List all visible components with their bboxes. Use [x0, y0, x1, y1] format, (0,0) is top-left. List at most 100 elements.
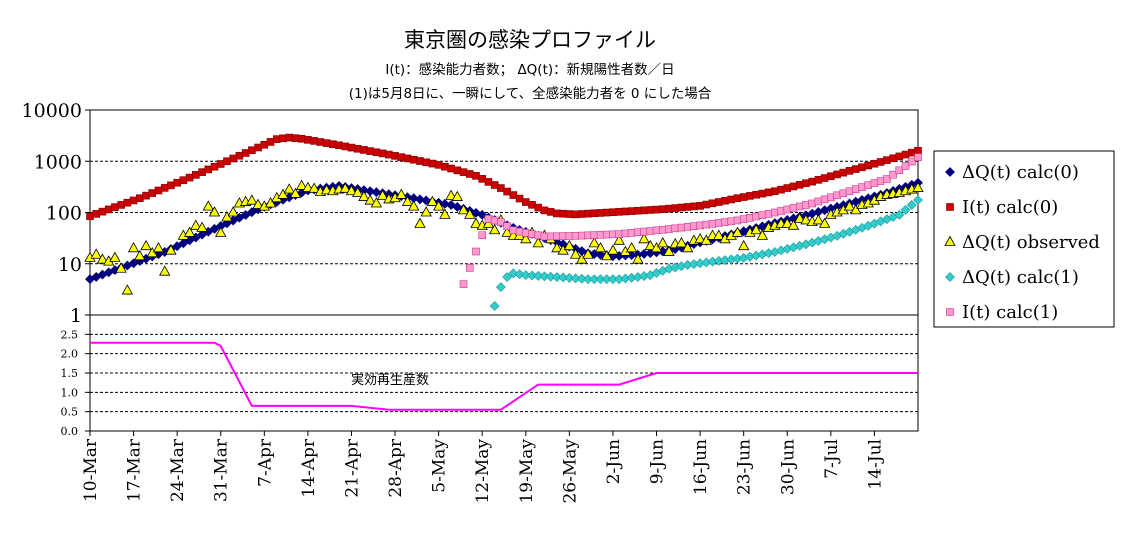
legend-label: I(t) calc(0)	[962, 197, 1058, 218]
legend-marker	[945, 167, 955, 177]
y-tick-label-lower: 1.0	[61, 386, 79, 399]
point--q-t-observed	[408, 200, 420, 211]
legend-marker	[946, 308, 954, 316]
point--q-t-observed	[283, 183, 295, 194]
point--q-t-observed	[464, 208, 476, 219]
point-i-t-calc-1-	[472, 247, 480, 256]
point--q-t-observed	[850, 204, 862, 215]
series-layer	[84, 133, 924, 411]
x-tick-label: 7-Jul	[822, 439, 842, 479]
legend: ΔQ(t) calc(0) I(t) calc(0) ΔQ(t) observed Δ…	[933, 150, 1115, 328]
point--q-t-observed	[370, 197, 383, 208]
point-i-t-calc-1-	[895, 166, 904, 175]
point--q-t-observed	[395, 188, 407, 199]
series-3	[489, 195, 923, 311]
point--q-t-calc-1-	[514, 269, 525, 280]
point--q-t-observed	[551, 241, 563, 253]
point-i-t-calc-1-	[901, 162, 910, 170]
point--q-t-observed	[376, 189, 389, 200]
point--q-t-observed	[607, 244, 619, 255]
legend-label: ΔQ(t) observed	[962, 232, 1100, 253]
point--q-t-observed	[700, 234, 713, 245]
point--q-t-calc-1-	[527, 270, 537, 281]
point--q-t-observed	[308, 182, 320, 193]
point--q-t-calc-1-	[551, 272, 562, 282]
x-tick-label: 21-Apr	[342, 438, 362, 498]
point--q-t-observed	[594, 241, 607, 253]
point--q-t-calc-0-	[415, 194, 425, 205]
point--q-t-observed	[843, 200, 856, 211]
point--q-t-observed	[532, 237, 544, 248]
point-i-t-calc-1-	[883, 175, 891, 183]
point--q-t-observed	[420, 206, 432, 217]
y-tick-label-upper: 1000	[34, 151, 82, 173]
point--q-t-calc-1-	[539, 271, 550, 282]
point--q-t-observed	[812, 214, 825, 225]
point--q-t-observed	[345, 184, 358, 196]
y-tick-label-lower: 0.5	[61, 406, 79, 419]
point--q-t-observed	[632, 253, 644, 264]
point--q-t-observed	[713, 229, 725, 240]
point--q-t-calc-1-	[558, 272, 569, 283]
point--q-t-calc-1-	[894, 209, 905, 220]
point--q-t-observed	[750, 223, 762, 235]
point--q-t-observed	[115, 262, 127, 273]
point--q-t-observed	[818, 217, 831, 228]
point--q-t-observed	[582, 248, 594, 259]
x-tick-label: 31-Mar	[212, 438, 232, 502]
x-tick-label: 26-May	[560, 439, 580, 504]
point--q-t-observed	[252, 198, 264, 209]
point-i-t-calc-1-	[914, 153, 922, 161]
point--q-t-calc-1-	[576, 273, 587, 284]
point--q-t-observed	[246, 194, 258, 205]
y-tick-label-lower: 0.0	[61, 425, 79, 438]
rt-annotation: 実効再生産数	[351, 372, 429, 388]
point--q-t-observed	[165, 244, 177, 255]
legend-marker	[944, 235, 956, 246]
point--q-t-observed	[681, 241, 694, 253]
point--q-t-calc-1-	[520, 270, 531, 281]
point--q-t-observed	[277, 188, 289, 199]
point--q-t-observed	[426, 195, 439, 206]
axis-layer: 1 10 100 1000 10000 0.0 0.5 1.0 1.5 2.0 2.5 10-Mar 1…	[22, 100, 886, 504]
point--q-t-observed	[650, 241, 663, 253]
point--q-t-observed	[601, 249, 613, 261]
point-i-t-calc-1-	[907, 157, 916, 166]
point--q-t-observed	[295, 179, 308, 190]
point--q-t-calc-1-	[495, 282, 506, 293]
point--q-t-observed	[731, 226, 744, 237]
point--q-t-observed	[439, 208, 451, 219]
point--q-t-observed	[794, 212, 806, 223]
point--q-t-observed	[414, 217, 426, 228]
plot-area: 1 10 100 1000 10000 0.0 0.5 1.0 1.5 2.0 2.5 10-Mar 1…	[22, 100, 924, 504]
legend-marker	[946, 203, 954, 211]
series-0	[85, 177, 923, 285]
x-tick-label: 5-May	[430, 439, 450, 493]
chart-subtitle-1: I(t)：感染能力者数； ΔQ(t)：新規陽性者数／日	[385, 61, 674, 78]
point--q-t-observed	[215, 226, 227, 237]
point--q-t-observed	[358, 190, 370, 201]
point--q-t-observed	[657, 237, 669, 248]
legend-label: ΔQ(t) calc(1)	[962, 267, 1079, 288]
point--q-t-calc-1-	[570, 273, 581, 284]
point--q-t-observed	[109, 251, 121, 262]
legend-label: I(t) calc(1)	[962, 302, 1058, 323]
point--q-t-observed	[152, 241, 165, 253]
x-tick-label: 2-Jun	[604, 439, 624, 484]
point--q-t-calc-0-	[595, 249, 606, 260]
point--q-t-observed	[121, 284, 134, 295]
y-tick-label-upper: 1	[70, 305, 82, 327]
point--q-t-observed	[520, 232, 532, 244]
point--q-t-calc-1-	[489, 301, 500, 311]
point-i-t-calc-1-	[465, 264, 474, 272]
point--q-t-observed	[588, 237, 600, 248]
point--q-t-observed	[159, 265, 171, 276]
x-tick-label: 28-Apr	[386, 438, 406, 498]
point--q-t-observed	[401, 195, 414, 206]
point--q-t-observed	[675, 237, 688, 248]
y-tick-label-upper: 10000	[22, 100, 82, 122]
point--q-t-observed	[96, 253, 109, 264]
point--q-t-calc-0-	[371, 187, 382, 198]
point--q-t-observed	[470, 217, 482, 228]
point--q-t-observed	[90, 248, 102, 259]
